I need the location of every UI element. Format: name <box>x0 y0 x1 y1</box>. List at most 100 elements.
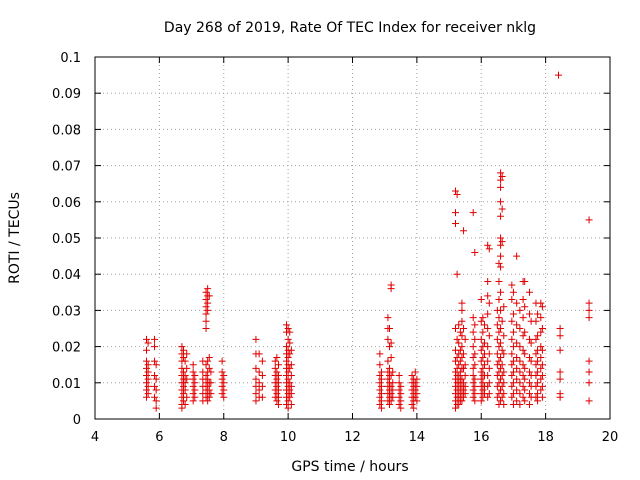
data-point <box>258 382 266 390</box>
data-point <box>408 401 416 409</box>
data-point <box>152 361 160 369</box>
data-point <box>471 375 479 383</box>
data-point <box>386 325 394 332</box>
data-point <box>218 390 226 398</box>
data-point <box>537 353 545 361</box>
data-point <box>389 379 397 387</box>
data-point <box>484 292 492 300</box>
data-point <box>189 390 197 398</box>
y-tick-label: 0.05 <box>52 232 81 247</box>
data-point <box>205 393 213 401</box>
data-point <box>287 372 295 380</box>
data-point <box>513 353 521 361</box>
data-point <box>271 357 279 365</box>
data-point <box>500 303 508 311</box>
data-point <box>521 397 529 405</box>
data-point <box>500 332 508 340</box>
data-point <box>485 332 493 340</box>
data-point <box>537 328 545 336</box>
data-point <box>286 339 294 347</box>
data-point <box>534 332 542 340</box>
data-point <box>516 368 524 376</box>
data-point <box>395 379 403 387</box>
data-point <box>508 372 516 380</box>
data-point <box>469 386 477 394</box>
data-point <box>202 372 210 380</box>
data-point <box>286 386 294 394</box>
data-point <box>183 350 191 358</box>
data-point <box>384 375 392 383</box>
y-tick-label: 0.06 <box>52 196 81 211</box>
data-point <box>413 397 421 405</box>
data-point <box>387 339 395 347</box>
data-point <box>220 379 228 387</box>
data-point <box>471 321 479 329</box>
data-point <box>286 364 294 372</box>
data-point <box>181 401 189 409</box>
data-point <box>497 183 505 191</box>
data-point <box>469 328 477 336</box>
data-point <box>519 332 527 340</box>
data-point <box>204 285 212 293</box>
data-point <box>484 277 492 285</box>
data-point <box>497 397 505 405</box>
data-point <box>453 191 461 199</box>
data-point <box>509 343 517 351</box>
data-point <box>202 303 210 311</box>
data-point <box>387 372 395 380</box>
data-point <box>144 361 152 369</box>
data-point <box>537 386 545 394</box>
data-point <box>585 357 593 365</box>
data-point <box>181 386 189 394</box>
data-point <box>181 357 189 365</box>
data-point <box>519 296 527 304</box>
data-point <box>471 335 479 343</box>
data-point <box>477 375 485 383</box>
data-point <box>151 393 159 401</box>
data-point <box>484 310 492 318</box>
data-point <box>274 401 282 409</box>
x-tick-label: 16 <box>473 430 490 445</box>
data-point <box>497 339 505 347</box>
y-tick-label: 0.02 <box>52 341 81 356</box>
data-point <box>389 368 397 376</box>
data-point <box>189 375 197 383</box>
data-point <box>144 368 152 376</box>
data-point <box>452 220 459 228</box>
data-point <box>485 245 493 253</box>
data-point <box>538 393 546 401</box>
data-point <box>387 382 395 390</box>
data-point <box>480 361 488 369</box>
data-point <box>458 299 466 307</box>
data-point <box>585 306 593 314</box>
data-point <box>389 386 397 394</box>
data-point <box>376 379 384 387</box>
data-point <box>376 386 384 394</box>
data-point <box>411 368 419 376</box>
data-point <box>498 346 506 354</box>
data-point <box>202 361 210 369</box>
data-point <box>521 277 529 285</box>
data-point <box>183 393 191 401</box>
data-point <box>516 401 524 409</box>
data-point <box>413 375 421 383</box>
data-point <box>273 375 281 383</box>
data-point <box>521 303 529 311</box>
data-point <box>526 401 534 409</box>
data-point <box>471 350 479 358</box>
data-point <box>152 404 160 412</box>
data-point <box>202 296 210 304</box>
data-point <box>556 393 564 401</box>
data-point <box>461 390 469 398</box>
data-point <box>207 368 215 376</box>
data-point <box>456 328 464 336</box>
data-point <box>495 343 503 351</box>
data-point <box>471 397 479 405</box>
data-point <box>532 382 540 390</box>
data-point <box>556 375 564 383</box>
data-point <box>151 372 159 380</box>
data-point <box>585 216 593 224</box>
data-point <box>204 357 212 365</box>
data-point <box>497 263 505 271</box>
